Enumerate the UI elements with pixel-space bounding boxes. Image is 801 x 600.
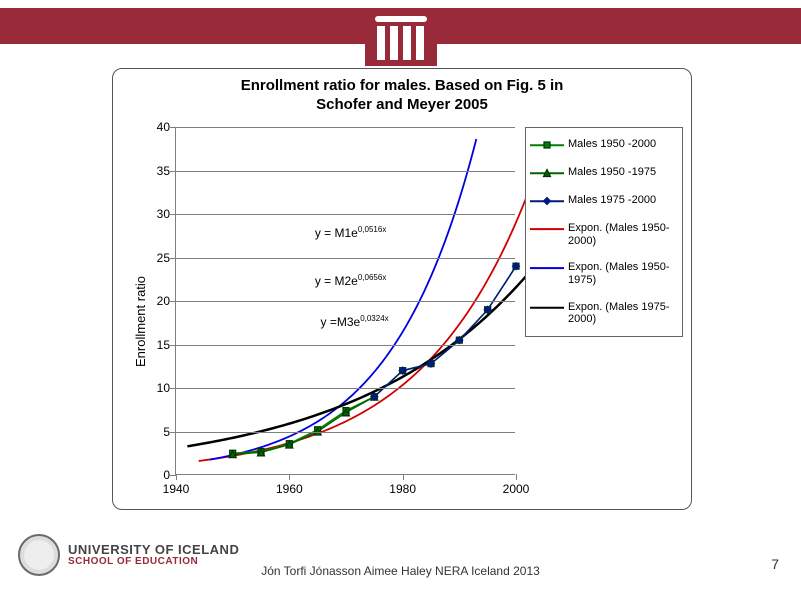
- gridline: [176, 388, 515, 389]
- legend: Males 1950 -2000 Males 1950 -1975 Males 19…: [525, 127, 683, 337]
- equation-annotation: y = M1e0,0516x: [315, 225, 387, 240]
- legend-label: Males 1950 -2000: [568, 138, 678, 151]
- y-tick-label: 0: [142, 468, 170, 482]
- x-tick-label: 2000: [503, 482, 530, 496]
- y-tick: [170, 127, 176, 128]
- y-tick: [170, 258, 176, 259]
- y-tick: [170, 388, 176, 389]
- y-tick-label: 10: [142, 381, 170, 395]
- gridline: [176, 345, 515, 346]
- page-number: 7: [771, 556, 779, 572]
- x-tick-label: 1940: [163, 482, 190, 496]
- x-tick: [403, 474, 404, 480]
- x-tick: [289, 474, 290, 480]
- gridline: [176, 301, 515, 302]
- x-tick: [176, 474, 177, 480]
- legend-row-expon_1950_1975: Expon. (Males 1950-1975): [530, 261, 678, 286]
- data-line-males_1975_2000: [374, 266, 516, 397]
- university-name: UNIVERSITY OF ICELAND: [68, 543, 239, 557]
- legend-swatch: [530, 138, 564, 152]
- y-tick-label: 30: [142, 207, 170, 221]
- gridline: [176, 127, 515, 128]
- brand-logo-top: [365, 8, 437, 66]
- data-line-males_1950_2000: [233, 266, 516, 453]
- chart-title: Enrollment ratio for males. Based on Fig…: [113, 77, 691, 115]
- chart-title-line1: Enrollment ratio for males. Based on Fig…: [241, 77, 564, 94]
- legend-label: Males 1975 -2000: [568, 194, 678, 207]
- y-tick-label: 5: [142, 425, 170, 439]
- legend-label: Males 1950 -1975: [568, 166, 678, 179]
- legend-label: Expon. (Males 1950-2000): [568, 222, 678, 247]
- y-tick-label: 25: [142, 251, 170, 265]
- x-tick-label: 1960: [276, 482, 303, 496]
- legend-row-expon_1950_2000: Expon. (Males 1950-2000): [530, 222, 678, 247]
- gridline: [176, 214, 515, 215]
- legend-swatch: [530, 261, 564, 275]
- footer: UNIVERSITY OF ICELAND SCHOOL OF EDUCATIO…: [0, 532, 801, 582]
- fit-curve-expon_1975_2000: [187, 261, 538, 446]
- x-tick: [516, 474, 517, 480]
- legend-row-males_1950_2000: Males 1950 -2000: [530, 138, 678, 152]
- data-line-males_1950_1975: [233, 397, 375, 454]
- y-axis-label: Enrollment ratio: [133, 276, 148, 367]
- legend-row-males_1950_1975: Males 1950 -1975: [530, 166, 678, 180]
- x-tick-label: 1980: [389, 482, 416, 496]
- legend-row-males_1975_2000: Males 1975 -2000: [530, 194, 678, 208]
- y-tick: [170, 345, 176, 346]
- y-tick: [170, 432, 176, 433]
- legend-label: Expon. (Males 1950-1975): [568, 261, 678, 286]
- y-tick-label: 35: [142, 164, 170, 178]
- chart-title-line2: Schofer and Meyer 2005: [316, 96, 488, 113]
- y-tick: [170, 301, 176, 302]
- gridline: [176, 432, 515, 433]
- gridline: [176, 171, 515, 172]
- y-tick-label: 40: [142, 120, 170, 134]
- y-tick: [170, 171, 176, 172]
- legend-swatch: [530, 194, 564, 208]
- chart-card: Enrollment ratio for males. Based on Fig…: [112, 68, 692, 510]
- equation-annotation: y = M2e0,0656x: [315, 273, 387, 288]
- legend-label: Expon. (Males 1975-2000): [568, 301, 678, 326]
- gridline: [176, 258, 515, 259]
- legend-row-expon_1975_2000: Expon. (Males 1975-2000): [530, 301, 678, 326]
- legend-swatch: [530, 166, 564, 180]
- equation-annotation: y =M3e0,0324x: [321, 314, 389, 329]
- footer-citation: Jón Torfi Jónasson Aimee Haley NERA Icel…: [0, 564, 801, 578]
- y-tick: [170, 214, 176, 215]
- legend-swatch: [530, 301, 564, 315]
- legend-swatch: [530, 222, 564, 236]
- plot-area: 05101520253035401940196019802000y = M1e0…: [175, 127, 515, 475]
